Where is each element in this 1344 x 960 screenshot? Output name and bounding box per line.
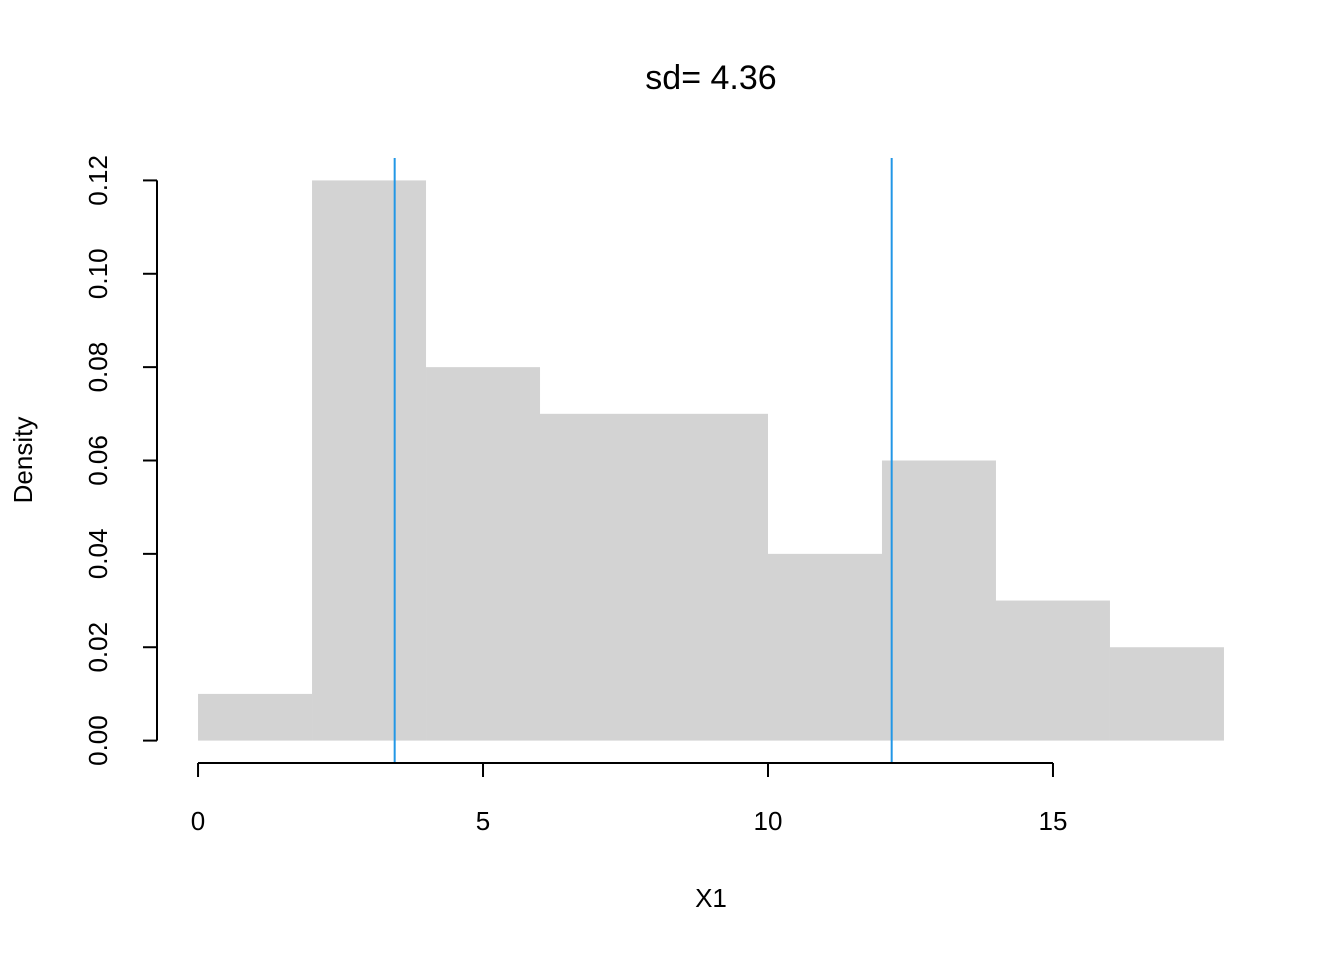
bar: [312, 180, 427, 741]
y-tick-label: 0.00: [83, 715, 113, 766]
chart-title: sd= 4.36: [645, 59, 776, 97]
bar: [767, 553, 882, 741]
x-axis-label: X1: [695, 883, 727, 913]
x-tick-label: 10: [754, 806, 783, 836]
bar: [198, 693, 313, 741]
x-tick-label: 15: [1039, 806, 1068, 836]
y-tick-label: 0.02: [83, 622, 113, 673]
bar: [426, 367, 541, 741]
bar: [1109, 647, 1224, 741]
bar: [995, 600, 1110, 741]
y-axis-label: Density: [8, 417, 38, 504]
bar: [654, 413, 768, 741]
y-tick-label: 0.04: [83, 529, 113, 580]
x-tick-label: 0: [191, 806, 205, 836]
x-tick-label: 5: [476, 806, 490, 836]
bar: [540, 413, 655, 741]
y-tick-label: 0.08: [83, 342, 113, 393]
y-tick-label: 0.06: [83, 435, 113, 486]
y-tick-label: 0.10: [83, 248, 113, 299]
bar: [881, 460, 996, 741]
y-tick-label: 0.12: [83, 155, 113, 206]
